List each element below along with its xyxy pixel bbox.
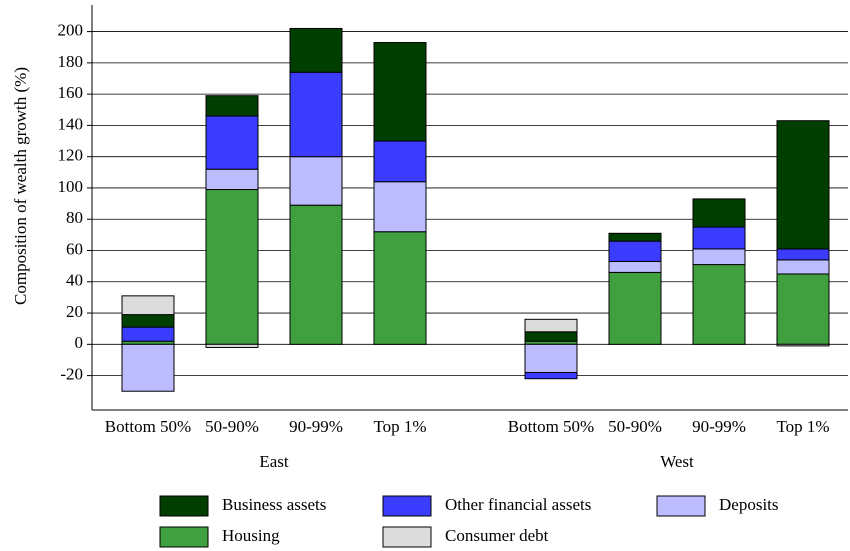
- bar-segment: [776, 273, 830, 345]
- bar-segment: [373, 140, 427, 183]
- bar-segment: [289, 204, 343, 345]
- bar-segment: [289, 71, 343, 158]
- bar-segment: [121, 295, 175, 316]
- bar-segment: [692, 198, 746, 228]
- y-tick-label: 0: [75, 333, 84, 352]
- y-tick-label: 200: [58, 20, 84, 39]
- x-tick-label: Top 1%: [373, 417, 426, 436]
- bar-segment: [692, 226, 746, 250]
- x-tick-label: 50-90%: [608, 417, 662, 436]
- y-tick-label: 80: [66, 208, 83, 227]
- bar-segment: [608, 232, 662, 242]
- legend-swatch: [159, 495, 209, 517]
- legend-label: Deposits: [719, 495, 779, 514]
- bar-segment: [524, 331, 578, 342]
- y-tick-label: 20: [66, 302, 83, 321]
- bar-segment: [608, 260, 662, 273]
- bar-segment: [692, 264, 746, 345]
- x-tick-label: Bottom 50%: [508, 417, 594, 436]
- group-label: West: [660, 452, 694, 471]
- bar-segment: [289, 27, 343, 73]
- group-label: East: [259, 452, 289, 471]
- legend-label: Business assets: [222, 495, 326, 514]
- bar-segment: [373, 42, 427, 142]
- y-tick-label: 180: [58, 52, 84, 71]
- bar-segment: [524, 371, 578, 380]
- bar-segment: [524, 318, 578, 333]
- bar-segment: [205, 168, 259, 191]
- bar-segment: [121, 314, 175, 328]
- y-tick-label: 120: [58, 146, 84, 165]
- legend-label: Housing: [222, 526, 280, 545]
- bar-segment: [776, 259, 830, 275]
- legend-swatch: [656, 495, 706, 517]
- bar-segment: [205, 115, 259, 170]
- x-tick-label: Bottom 50%: [105, 417, 191, 436]
- bar-segment: [608, 271, 662, 345]
- legend-swatch: [382, 526, 432, 548]
- y-axis-label: Composition of wealth growth (%): [11, 67, 30, 305]
- bar-segment: [608, 240, 662, 262]
- y-tick-label: -20: [60, 365, 83, 384]
- y-tick-label: 140: [58, 114, 84, 133]
- bar-segment: [692, 248, 746, 266]
- y-tick-label: 60: [66, 239, 83, 258]
- bar-segment: [776, 248, 830, 261]
- bar-segment: [373, 231, 427, 345]
- x-tick-label: 90-99%: [289, 417, 343, 436]
- x-tick-label: Top 1%: [776, 417, 829, 436]
- bar-segment: [776, 343, 830, 347]
- y-tick-label: 40: [66, 271, 83, 290]
- y-tick-label: 100: [58, 177, 84, 196]
- y-tick-label: 160: [58, 83, 84, 102]
- legend-label: Consumer debt: [445, 526, 549, 545]
- bar-segment: [289, 156, 343, 206]
- bar-segment: [524, 343, 578, 373]
- bar-segment: [205, 95, 259, 117]
- x-tick-label: 90-99%: [692, 417, 746, 436]
- legend-label: Other financial assets: [445, 495, 591, 514]
- bar-segment: [373, 181, 427, 233]
- bar-segment: [205, 343, 259, 348]
- bar-segment: [776, 120, 830, 250]
- legend-swatch: [159, 526, 209, 548]
- bar-segment: [121, 326, 175, 342]
- bar-segment: [205, 189, 259, 345]
- legend-swatch: [382, 495, 432, 517]
- x-tick-label: 50-90%: [205, 417, 259, 436]
- bar-segment: [121, 343, 175, 392]
